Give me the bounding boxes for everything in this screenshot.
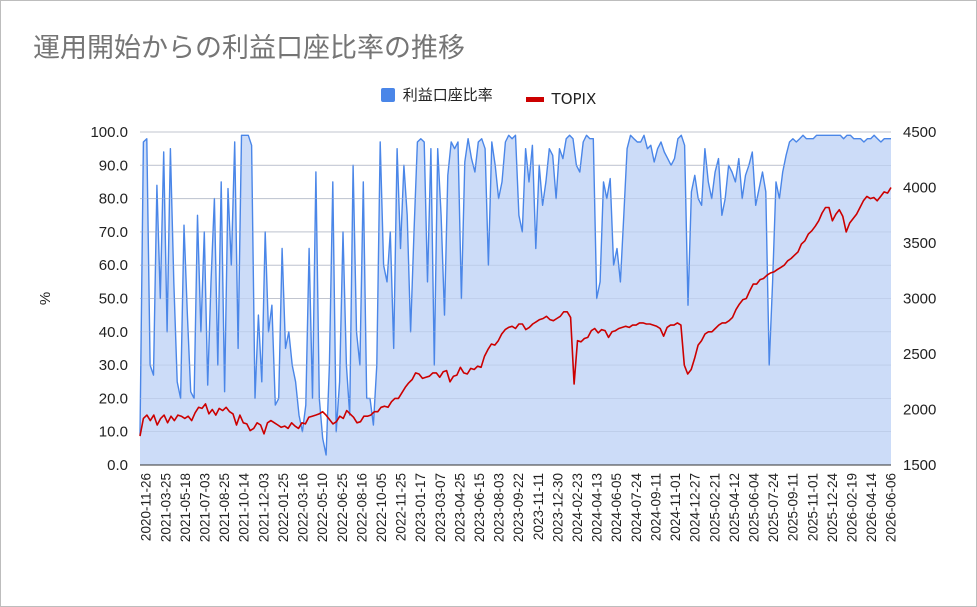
x-tick-8: 2022-03-16 bbox=[296, 473, 311, 542]
y-right-tick-2: 2500 bbox=[903, 346, 936, 363]
x-tick-5: 2021-10-14 bbox=[237, 473, 252, 543]
legend-item-topix: TOPIX bbox=[525, 90, 597, 108]
x-tick-15: 2023-03-07 bbox=[433, 473, 448, 542]
y-left-tick-6: 60.0 bbox=[99, 257, 128, 274]
x-tick-16: 2023-04-25 bbox=[452, 473, 467, 542]
x-tick-37: 2026-04-14 bbox=[864, 473, 879, 543]
y-left-tick-10: 100.0 bbox=[90, 124, 128, 141]
y-left-axis-label: % bbox=[37, 292, 54, 305]
y-left-tick-0: 0.0 bbox=[107, 457, 128, 474]
y-right-tick-1: 2000 bbox=[903, 402, 936, 419]
x-tick-26: 2024-09-11 bbox=[648, 473, 663, 541]
y-left-tick-2: 20.0 bbox=[99, 390, 128, 407]
series-topix-line bbox=[139, 187, 892, 437]
x-tick-27: 2024-11-01 bbox=[668, 473, 683, 541]
x-tick-38: 2026-06-06 bbox=[884, 473, 899, 542]
x-tick-13: 2022-11-25 bbox=[394, 473, 409, 541]
x-tick-22: 2024-02-23 bbox=[570, 473, 585, 542]
x-tick-4: 2021-08-25 bbox=[217, 473, 232, 542]
x-tick-23: 2024-04-13 bbox=[590, 473, 605, 542]
x-tick-21: 2023-12-30 bbox=[550, 473, 565, 542]
y-left-tick-7: 70.0 bbox=[99, 224, 128, 241]
legend-swatch-topix bbox=[525, 96, 544, 102]
x-tick-24: 2024-06-05 bbox=[609, 473, 624, 542]
x-tick-18: 2023-08-03 bbox=[492, 473, 507, 542]
y-left-tick-5: 50.0 bbox=[99, 291, 128, 308]
y-left-tick-9: 90.0 bbox=[99, 157, 128, 174]
x-tick-1: 2021-03-25 bbox=[158, 473, 173, 542]
x-tick-6: 2021-12-03 bbox=[256, 473, 271, 542]
x-tick-36: 2026-02-19 bbox=[845, 473, 860, 542]
x-tick-32: 2025-07-24 bbox=[766, 473, 781, 543]
legend-swatch-ratio bbox=[380, 87, 395, 102]
y-left-tick-4: 40.0 bbox=[99, 324, 128, 341]
x-tick-11: 2022-08-16 bbox=[354, 473, 369, 542]
y-left-tick-3: 30.0 bbox=[99, 357, 128, 374]
x-tick-35: 2025-12-24 bbox=[825, 473, 840, 543]
x-tick-30: 2025-04-12 bbox=[727, 473, 742, 542]
y-right-tick-6: 4500 bbox=[903, 124, 936, 141]
x-tick-31: 2025-06-04 bbox=[746, 473, 761, 543]
x-tick-2: 2021-05-18 bbox=[178, 473, 193, 542]
x-tick-14: 2023-01-17 bbox=[413, 473, 428, 542]
legend-item-ratio: 利益口座比率 bbox=[380, 84, 493, 105]
x-tick-3: 2021-07-03 bbox=[198, 473, 213, 542]
x-tick-25: 2024-07-24 bbox=[629, 473, 644, 543]
y-right-tick-3: 3000 bbox=[903, 291, 936, 308]
legend-label-topix: TOPIX bbox=[551, 90, 597, 108]
x-tick-29: 2025-02-21 bbox=[707, 473, 722, 542]
legend-label-ratio: 利益口座比率 bbox=[402, 86, 493, 104]
y-right-tick-5: 4000 bbox=[903, 180, 936, 197]
x-tick-19: 2023-09-22 bbox=[511, 473, 526, 542]
series-ratio-area bbox=[140, 135, 891, 466]
x-tick-7: 2022-01-25 bbox=[276, 473, 291, 542]
x-tick-17: 2023-06-15 bbox=[472, 473, 487, 542]
x-tick-12: 2022-10-05 bbox=[374, 473, 389, 542]
x-tick-20: 2023-11-11 bbox=[531, 473, 546, 540]
y-right-tick-4: 3500 bbox=[903, 235, 936, 252]
x-tick-34: 2025-11-01 bbox=[805, 473, 820, 541]
x-tick-28: 2024-12-27 bbox=[688, 473, 703, 542]
x-tick-9: 2022-05-10 bbox=[315, 473, 330, 542]
chart-legend: 利益口座比率 TOPIX bbox=[0, 84, 977, 108]
y-right-tick-0: 1500 bbox=[903, 457, 936, 474]
x-tick-10: 2022-06-25 bbox=[335, 473, 350, 542]
y-left-tick-8: 80.0 bbox=[99, 191, 128, 208]
chart-title: 運用開始からの利益口座比率の推移 bbox=[33, 33, 465, 64]
x-tick-0: 2020-11-26 bbox=[139, 473, 154, 541]
x-tick-33: 2025-09-11 bbox=[786, 473, 801, 541]
y-left-tick-1: 10.0 bbox=[99, 424, 128, 441]
